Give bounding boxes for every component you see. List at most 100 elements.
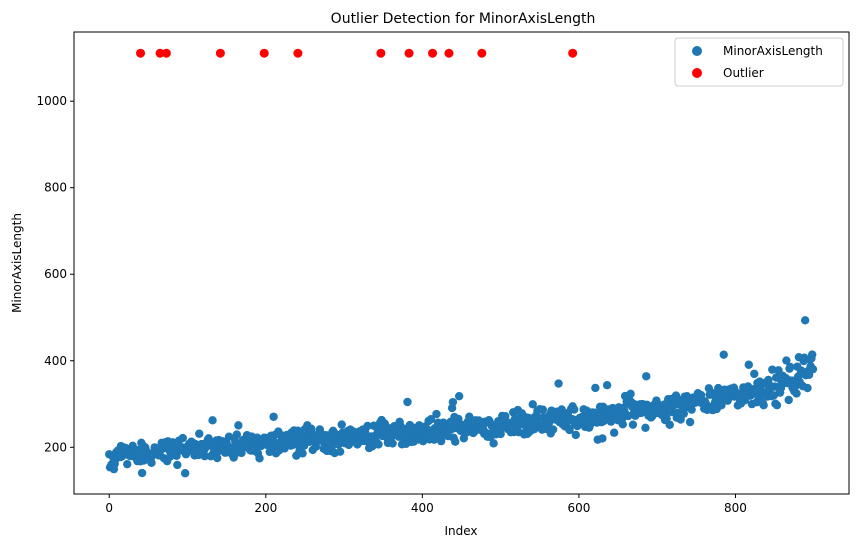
legend: MinorAxisLength Outlier [674,37,844,87]
data-point [489,439,498,448]
data-point [602,381,612,390]
data-point [744,360,753,369]
data-point [782,356,791,365]
plot-area [73,31,850,495]
data-point [454,391,464,401]
data-point [137,468,147,478]
outlier-point [477,48,487,58]
data-point [123,459,132,469]
data-point [786,362,795,372]
data-point [426,415,436,424]
data-point [544,418,554,427]
data-point [557,405,566,414]
data-point [671,391,681,400]
x-tick-label: 600 [567,501,590,515]
data-point [750,369,759,379]
data-point [538,405,548,414]
data-point [772,400,782,410]
y-tick-label: 600 [44,267,67,281]
data-point [618,420,627,429]
outlier-point [215,48,225,58]
data-point [808,350,817,359]
x-tick-label: 800 [724,501,747,515]
legend-label-minoraxislength: MinorAxisLength [723,44,823,58]
data-point [232,430,242,439]
data-point [628,420,638,429]
legend-box [674,37,844,87]
data-point [528,400,537,409]
data-point [687,405,696,414]
data-point [665,420,674,429]
data-point [719,350,728,359]
data-point [591,383,600,393]
data-point [565,425,574,435]
axes-frame [73,31,850,495]
data-point [784,395,793,405]
data-point [363,421,372,431]
data-point [180,469,190,478]
data-point [374,440,383,449]
data-point [255,454,264,463]
data-point [554,379,563,388]
x-tick-label: 200 [254,501,277,515]
series-minoraxislength [105,316,818,478]
outlier-point [568,48,578,58]
data-point [448,397,458,407]
outlier-point [259,48,269,58]
data-point [213,453,222,463]
data-point [642,372,651,381]
data-point [403,397,412,407]
data-point [662,414,671,423]
data-point [337,420,346,429]
y-axis: 200 400 600 800 1000 [36,94,74,454]
y-tick-label: 800 [44,181,67,195]
data-point [335,447,345,456]
data-point [200,451,209,461]
outlier-point [404,48,414,58]
x-tick-label: 0 [105,501,113,515]
data-point [685,417,695,427]
data-point [178,433,188,443]
data-point [548,425,558,434]
data-point [388,439,397,448]
legend-marker-minoraxislength [692,46,702,56]
legend-marker-outlier [692,68,702,78]
x-axis-label: Index [444,524,477,538]
data-point [808,364,818,374]
data-point [265,447,274,457]
data-point [173,460,182,470]
data-point [800,316,810,325]
data-point [641,423,650,433]
outlier-point [155,48,165,58]
data-point [769,391,779,400]
y-axis-label: MinorAxisLength [10,213,24,313]
outlier-point [161,48,171,58]
data-point [234,421,243,430]
data-point [208,416,217,425]
data-point [598,434,607,443]
chart-title: Outlier Detection for MinorAxisLength [331,11,596,27]
data-point [803,383,812,393]
data-point [609,428,619,437]
data-point [768,365,777,374]
data-point [571,430,580,440]
data-point [792,389,801,398]
data-point [147,458,156,467]
data-point [570,405,579,414]
outlier-point [136,48,146,58]
x-tick-label: 400 [411,501,434,515]
x-axis: 0 200 400 600 800 [105,494,747,515]
data-point [759,401,768,410]
series-outlier [136,48,578,58]
data-point [269,412,278,421]
data-point [334,440,343,449]
data-point [195,429,204,438]
data-point [298,449,307,458]
outlier-point [376,48,386,58]
outlier-point [444,48,454,58]
data-point [626,389,635,398]
outlier-point [293,48,303,58]
data-point [451,437,460,446]
y-tick-label: 400 [44,354,67,368]
